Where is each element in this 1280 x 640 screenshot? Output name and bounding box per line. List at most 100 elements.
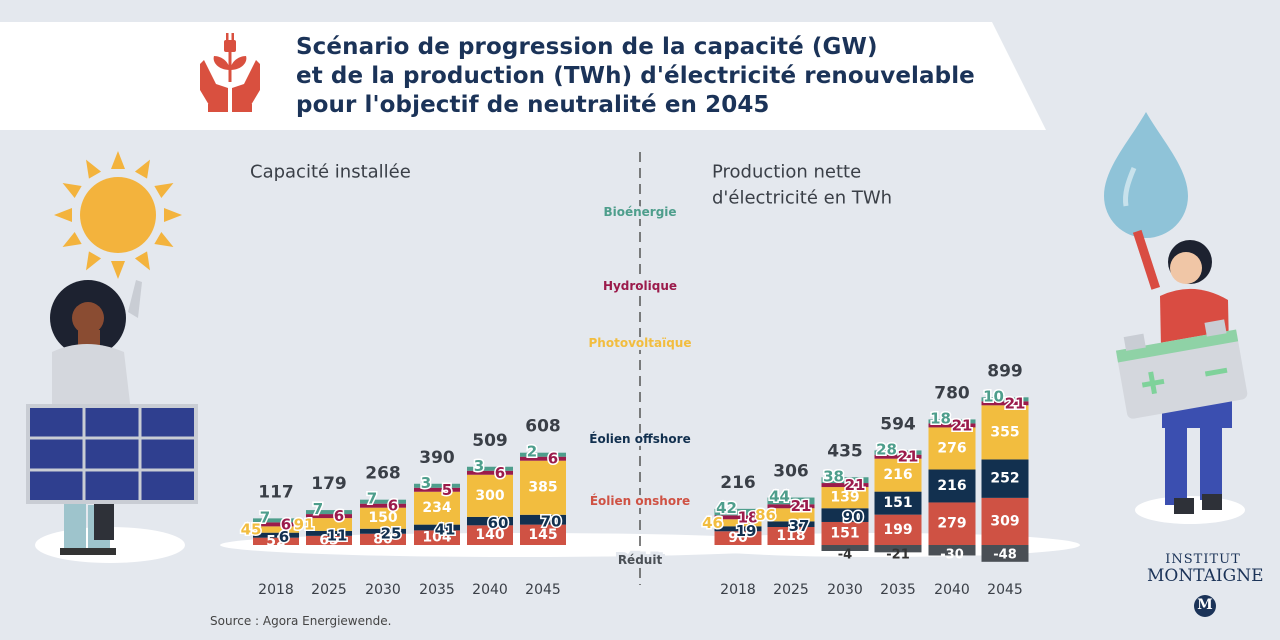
production-title-line-2: d'électricité en TWh (712, 188, 892, 209)
capacity-label-2025-bio-nergie: 7 (313, 500, 323, 518)
production-bar-2030--olien-onshore (821, 521, 869, 545)
capacity-bar-2018-hydrolique (253, 522, 299, 527)
capacity-bar-2035--olien-onshore (414, 530, 460, 545)
capacity-tick-2045: 2045 (525, 582, 561, 598)
production-bar-2018-photovolta-que (714, 519, 762, 527)
person-battery-water-illustration (1104, 112, 1248, 514)
production-bar-2030-reduit (821, 545, 869, 551)
production-label-2030--olien-onshore: 151 (830, 525, 859, 541)
production-bar-2030--olien-offshore (821, 508, 869, 522)
brand-line-2: MONTAIGNE (1147, 566, 1264, 586)
capacity-label-2035--olien-offshore: 41 (435, 521, 456, 539)
production-total-2035: 594 (880, 414, 916, 434)
capacity-bar-2030--olien-offshore (360, 528, 406, 534)
production-label-2045-bio-nergie: 10 (983, 387, 1004, 405)
capacity-total-2045: 608 (525, 417, 561, 437)
capacity-bar-2045-bio-nergie (520, 452, 566, 457)
capacity-label-2045--olien-onshore: 145 (528, 527, 557, 543)
capacity-total-2018: 117 (258, 482, 294, 502)
production-label-2030--olien-offshore: 90 (843, 508, 864, 526)
capacity-label-2035-bio-nergie: 3 (421, 474, 431, 492)
capacity-bar-2025-photovolta-que (306, 518, 352, 531)
capacity-bar-2035-photovolta-que (414, 491, 460, 525)
capacity-label-2040-hydrolique: 6 (495, 464, 505, 482)
capacity-bar-2025-hydrolique (306, 514, 352, 519)
production-bar-2045--olien-onshore (981, 497, 1029, 545)
production-bar-2018-bio-nergie (714, 508, 762, 516)
production-bar-2045-photovolta-que (981, 405, 1029, 460)
capacity-label-2025--olien-onshore: 65 (319, 532, 338, 548)
capacity-total-2025: 179 (311, 474, 347, 494)
brand-logo-letter: M (1197, 597, 1213, 613)
production-total-2045: 899 (987, 361, 1023, 381)
capacity-label-2025--olien-offshore: 11 (327, 526, 348, 544)
production-bar-2018--olien-offshore (714, 526, 762, 532)
production-label-2045-photovolta-que: 355 (990, 424, 1019, 440)
production-bar-2025--olien-onshore (767, 527, 815, 545)
production-label-2040-hydrolique: 21 (952, 416, 973, 434)
production-label-2045-reduit: -48 (993, 548, 1017, 563)
production-label-2045-hydrolique: 21 (1005, 394, 1026, 412)
capacity-tick-2018: 2018 (258, 582, 294, 598)
production-label-2035-bio-nergie: 28 (876, 440, 897, 458)
title-banner (0, 22, 1046, 130)
capacity-bar-2035--olien-offshore (414, 524, 460, 531)
production-bar-2035--olien-onshore (874, 514, 922, 545)
capacity-bar-2040-bio-nergie (467, 466, 513, 471)
capacity-bar-2030-hydrolique (360, 503, 406, 508)
production-bar-2025-hydrolique (767, 504, 815, 509)
capacity-bar-2035-bio-nergie (414, 483, 460, 488)
production-bar-2035-photovolta-que (874, 458, 922, 492)
production-label-2045--olien-onshore: 309 (990, 513, 1019, 529)
capacity-label-2035-hydrolique: 5 (442, 481, 452, 499)
production-label-2040-bio-nergie: 18 (930, 409, 951, 427)
capacity-label-2018--olien-onshore: 52 (266, 533, 285, 549)
capacity-bar-2030-photovolta-que (360, 507, 406, 529)
sun-icon (54, 151, 182, 279)
capacity-label-2030-photovolta-que: 150 (368, 510, 397, 526)
capacity-bar-2045--olien-offshore (520, 514, 566, 525)
capacity-bar-2030-bio-nergie (360, 499, 406, 504)
production-label-2018-hydrolique: 18 (738, 508, 759, 526)
production-label-2040-reduit: -30 (940, 548, 964, 563)
production-label-2025-hydrolique: 21 (791, 497, 812, 515)
legend-photovolta-que: Photovoltaïque (589, 336, 692, 350)
capacity-label-2035--olien-onshore: 104 (422, 530, 451, 546)
production-title-line-1: Production nette (712, 162, 861, 183)
capacity-bar-2040-photovolta-que (467, 474, 513, 517)
production-total-2025: 306 (773, 462, 809, 482)
capacity-label-2018--olien-offshore: 6 (279, 528, 289, 546)
title-line-2: et de la production (TWh) d'électricité … (296, 63, 975, 89)
capacity-label-2040-bio-nergie: 3 (474, 457, 484, 475)
capacity-label-2045-hydrolique: 6 (548, 450, 558, 468)
capacity-label-2045-photovolta-que: 385 (528, 480, 557, 496)
production-total-2040: 780 (934, 383, 970, 403)
capacity-label-2018-bio-nergie: 7 (260, 508, 270, 526)
source-note: Source : Agora Energiewende. (210, 614, 392, 628)
production-label-2040-photovolta-que: 276 (937, 440, 966, 456)
capacity-label-2025-photovolta-que: 91 (294, 515, 315, 533)
capacity-bar-2025--olien-offshore (306, 530, 352, 536)
production-bar-2018-hydrolique (714, 515, 762, 520)
production-label-2025-photovolta-que: 86 (755, 506, 776, 524)
capacity-label-2040--olien-offshore: 60 (488, 514, 509, 532)
production-bar-2035-reduit (874, 545, 922, 553)
legend-hydrolique: Hydrolique (603, 279, 677, 293)
production-label-2025--olien-onshore: 118 (776, 528, 805, 544)
production-tick-2045: 2045 (987, 582, 1023, 598)
production-bar-2040--olien-offshore (928, 469, 976, 503)
production-tick-2035: 2035 (880, 582, 916, 598)
production-tick-2018: 2018 (720, 582, 756, 598)
production-bar-2045-bio-nergie (981, 397, 1029, 402)
production-label-2030-photovolta-que: 139 (830, 490, 859, 506)
production-bar-2040-photovolta-que (928, 427, 976, 470)
production-bar-2040-bio-nergie (928, 419, 976, 424)
capacity-label-2045-bio-nergie: 2 (527, 443, 537, 461)
capacity-tick-2025: 2025 (311, 582, 347, 598)
legend-r-duit: Réduit (618, 553, 663, 567)
capacity-tick-2035: 2035 (419, 582, 455, 598)
production-label-2035-reduit: -21 (886, 548, 910, 563)
production-label-2018--olien-onshore: 90 (728, 530, 748, 546)
capacity-label-2040-photovolta-que: 300 (475, 488, 504, 504)
